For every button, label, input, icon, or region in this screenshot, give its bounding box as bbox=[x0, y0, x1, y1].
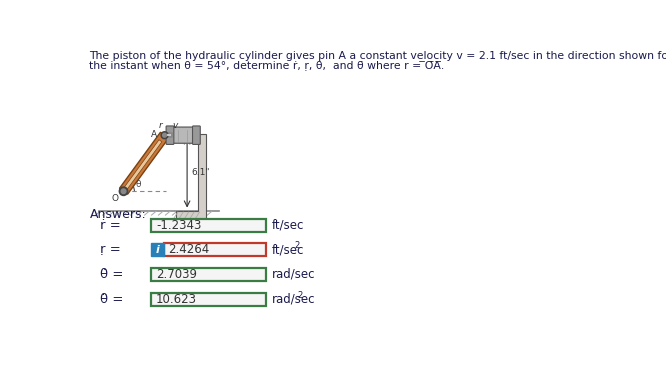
Text: v: v bbox=[172, 121, 177, 130]
Text: the instant when θ = 54°, determine ṙ, ṛ, θ̇,  and θ̈ where r = ̅O̅A̅.: the instant when θ = 54°, determine ṙ, ṛ… bbox=[89, 60, 445, 70]
Text: The piston of the hydraulic cylinder gives pin A a constant velocity v = 2.1 ft/: The piston of the hydraulic cylinder giv… bbox=[89, 51, 666, 61]
FancyBboxPatch shape bbox=[164, 243, 266, 256]
Text: ṙ =: ṙ = bbox=[101, 219, 121, 232]
Text: -1.2343: -1.2343 bbox=[156, 219, 202, 232]
Text: 2.4264: 2.4264 bbox=[168, 243, 210, 256]
Text: rad/sec: rad/sec bbox=[272, 293, 315, 306]
Text: 2: 2 bbox=[294, 242, 299, 250]
Text: θ: θ bbox=[136, 179, 141, 189]
Text: θ̈ =: θ̈ = bbox=[101, 293, 124, 306]
FancyBboxPatch shape bbox=[166, 126, 174, 144]
Text: ṛ =: ṛ = bbox=[101, 243, 121, 256]
Circle shape bbox=[163, 133, 166, 137]
Text: r: r bbox=[159, 121, 162, 130]
Circle shape bbox=[121, 189, 126, 194]
FancyBboxPatch shape bbox=[151, 219, 266, 232]
Text: 2: 2 bbox=[298, 291, 303, 300]
Polygon shape bbox=[122, 140, 162, 192]
Text: i: i bbox=[156, 245, 160, 255]
Polygon shape bbox=[119, 132, 168, 194]
Circle shape bbox=[119, 187, 128, 195]
Text: θ̇ =: θ̇ = bbox=[101, 268, 124, 281]
Text: O: O bbox=[111, 194, 119, 203]
FancyBboxPatch shape bbox=[192, 126, 200, 144]
FancyBboxPatch shape bbox=[151, 243, 164, 256]
FancyBboxPatch shape bbox=[168, 127, 198, 143]
Text: 10.623: 10.623 bbox=[156, 293, 197, 306]
Circle shape bbox=[161, 132, 168, 139]
Text: Answers:: Answers: bbox=[89, 208, 147, 221]
Text: 6.1": 6.1" bbox=[191, 168, 210, 177]
Text: 2.7039: 2.7039 bbox=[156, 268, 197, 281]
Text: ft/sec: ft/sec bbox=[272, 243, 304, 256]
FancyBboxPatch shape bbox=[151, 293, 266, 306]
FancyBboxPatch shape bbox=[151, 268, 266, 281]
Text: rad/sec: rad/sec bbox=[272, 268, 315, 281]
Text: ft/sec: ft/sec bbox=[272, 219, 304, 232]
Polygon shape bbox=[176, 134, 206, 219]
Text: A: A bbox=[151, 130, 158, 139]
